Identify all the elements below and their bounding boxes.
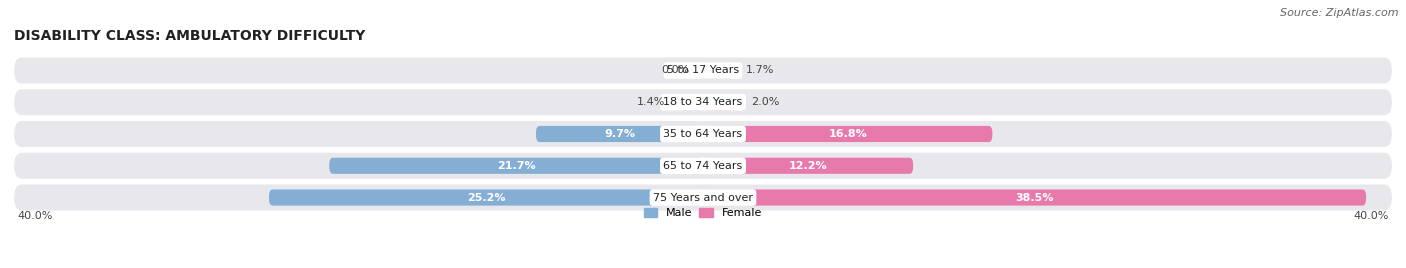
Text: 18 to 34 Years: 18 to 34 Years xyxy=(664,97,742,107)
FancyBboxPatch shape xyxy=(703,158,912,174)
FancyBboxPatch shape xyxy=(14,89,1392,115)
Text: 38.5%: 38.5% xyxy=(1015,192,1053,203)
Text: 1.7%: 1.7% xyxy=(747,65,775,76)
FancyBboxPatch shape xyxy=(14,121,1392,147)
Text: 16.8%: 16.8% xyxy=(828,129,868,139)
Text: 12.2%: 12.2% xyxy=(789,161,827,171)
Text: 1.4%: 1.4% xyxy=(637,97,665,107)
Text: 65 to 74 Years: 65 to 74 Years xyxy=(664,161,742,171)
FancyBboxPatch shape xyxy=(703,62,733,79)
Text: 40.0%: 40.0% xyxy=(1353,211,1389,221)
FancyBboxPatch shape xyxy=(14,57,1392,84)
Text: 75 Years and over: 75 Years and over xyxy=(652,192,754,203)
FancyBboxPatch shape xyxy=(269,189,703,206)
FancyBboxPatch shape xyxy=(679,94,703,110)
Text: 0.0%: 0.0% xyxy=(661,65,689,76)
FancyBboxPatch shape xyxy=(703,94,738,110)
Text: DISABILITY CLASS: AMBULATORY DIFFICULTY: DISABILITY CLASS: AMBULATORY DIFFICULTY xyxy=(14,29,366,43)
FancyBboxPatch shape xyxy=(14,153,1392,179)
Text: 35 to 64 Years: 35 to 64 Years xyxy=(664,129,742,139)
Text: 21.7%: 21.7% xyxy=(496,161,536,171)
FancyBboxPatch shape xyxy=(329,158,703,174)
FancyBboxPatch shape xyxy=(14,184,1392,211)
Legend: Male, Female: Male, Female xyxy=(640,203,766,223)
FancyBboxPatch shape xyxy=(703,126,993,142)
Text: 40.0%: 40.0% xyxy=(17,211,53,221)
Text: 25.2%: 25.2% xyxy=(467,192,505,203)
FancyBboxPatch shape xyxy=(536,126,703,142)
FancyBboxPatch shape xyxy=(703,189,1367,206)
Text: 2.0%: 2.0% xyxy=(751,97,779,107)
Text: 9.7%: 9.7% xyxy=(605,129,636,139)
Text: 5 to 17 Years: 5 to 17 Years xyxy=(666,65,740,76)
Text: Source: ZipAtlas.com: Source: ZipAtlas.com xyxy=(1281,8,1399,18)
